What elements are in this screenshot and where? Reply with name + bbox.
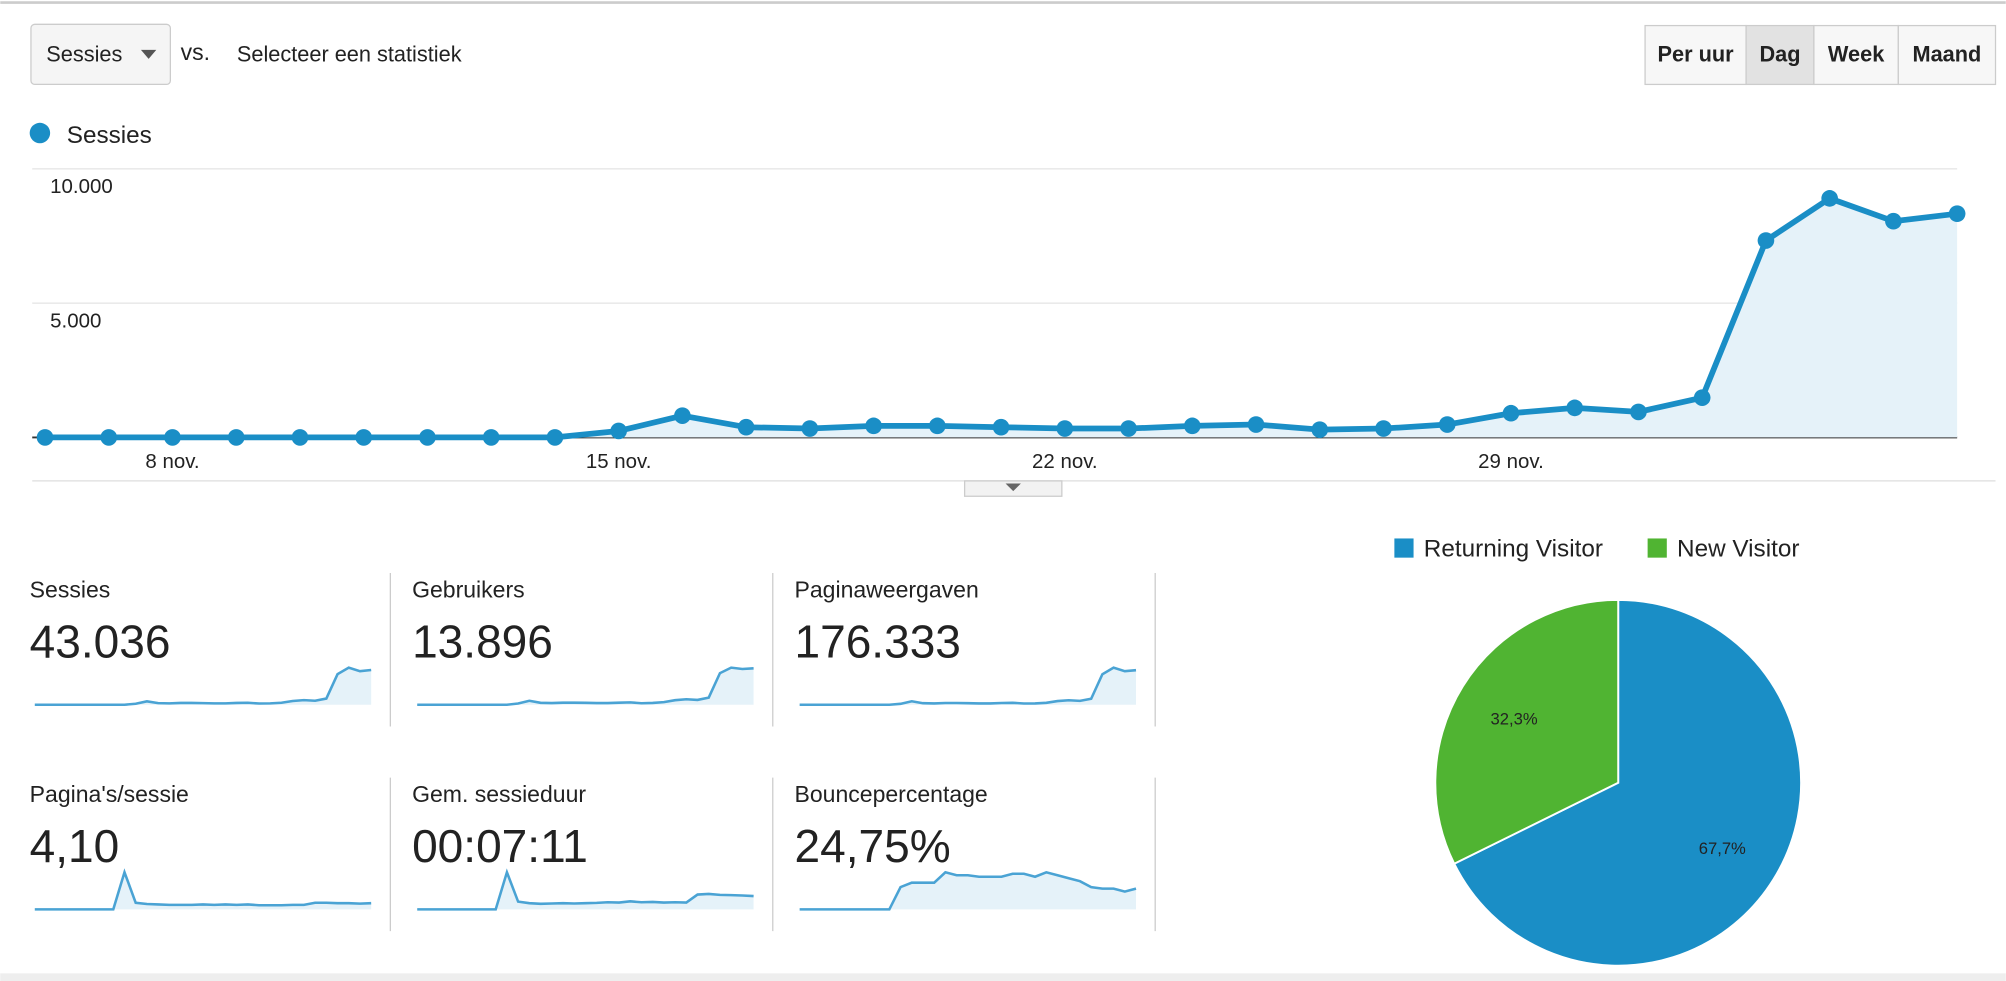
data-point <box>1247 416 1265 433</box>
data-point <box>1375 420 1392 437</box>
data-point <box>1120 420 1137 437</box>
data-point <box>1438 416 1456 433</box>
metric-label: Bouncepercentage <box>795 781 988 807</box>
data-point <box>737 418 755 436</box>
x-tick-label: 15 nov. <box>586 450 652 473</box>
sparkline <box>417 666 754 707</box>
data-point <box>865 417 882 435</box>
data-point <box>610 422 627 440</box>
data-point <box>929 417 946 435</box>
legend-marker <box>1394 538 1414 558</box>
sparkline-area <box>799 872 1137 910</box>
metric-value: 43.036 <box>30 615 171 667</box>
y-tick-label: 10.000 <box>50 175 113 198</box>
collapse-arrow <box>1005 483 1021 492</box>
data-point <box>291 429 309 446</box>
data-point <box>992 418 1010 436</box>
period-button-label[interactable]: Per uur <box>1658 41 1735 66</box>
footer-bar <box>0 973 2006 981</box>
sparkline-area <box>417 667 754 705</box>
dropdown-arrow <box>140 49 157 59</box>
data-point <box>546 429 564 446</box>
data-point <box>419 429 436 446</box>
metric-label: Pagina's/sessie <box>30 781 189 807</box>
sparkline <box>799 870 1137 911</box>
vs-label: vs. <box>181 39 210 65</box>
pie-label: 67,7% <box>1699 839 1746 858</box>
data-point <box>1630 403 1647 421</box>
sparkline-area <box>34 667 372 705</box>
data-point <box>1821 190 1838 207</box>
data-point <box>1566 399 1584 417</box>
data-point <box>100 429 118 446</box>
data-point <box>36 429 54 446</box>
metric-label: Sessies <box>30 576 111 602</box>
y-tick-label: 5.000 <box>50 309 101 332</box>
sparkline-area <box>417 872 754 910</box>
x-tick-label: 8 nov. <box>145 450 199 473</box>
legend-label: Returning Visitor <box>1424 535 1603 562</box>
select-metric-link[interactable]: Selecteer een statistiek <box>237 41 462 66</box>
metric-value: 13.896 <box>412 615 553 667</box>
data-point <box>801 420 819 437</box>
period-button-label[interactable]: Week <box>1828 41 1885 66</box>
data-point <box>1693 389 1711 406</box>
sparkline <box>34 868 372 911</box>
area <box>45 198 1958 438</box>
data-point <box>1885 212 1902 230</box>
x-tick-label: 22 nov. <box>1032 450 1098 473</box>
sparkline-area <box>34 872 372 910</box>
pie-slice <box>1434 598 1620 866</box>
data-point <box>674 407 691 424</box>
sparkline <box>417 868 754 911</box>
pie-label: 32,3% <box>1491 709 1538 728</box>
metric-value: 00:07:11 <box>412 820 588 872</box>
metric-value: 24,75% <box>795 820 951 872</box>
data-point <box>227 429 245 446</box>
metric-value: 176.333 <box>795 615 961 667</box>
legend-label: Sessies <box>67 122 152 149</box>
sparkline <box>799 666 1137 707</box>
metric-dropdown-label[interactable]: Sessies <box>46 41 122 66</box>
metric-value: 4,10 <box>30 820 120 872</box>
metric-label: Paginaweergaven <box>795 576 979 602</box>
metric-dropdown[interactable] <box>30 23 172 86</box>
data-point <box>355 429 373 446</box>
period-button-label[interactable]: Dag <box>1759 41 1800 66</box>
legend-label: New Visitor <box>1677 535 1799 562</box>
data-point <box>164 429 181 446</box>
period-button[interactable] <box>1897 24 1997 86</box>
period-button[interactable] <box>1813 24 1899 86</box>
legend-marker <box>1647 538 1667 558</box>
data-point <box>1056 420 1074 437</box>
x-tick-label: 29 nov. <box>1478 450 1544 473</box>
sparkline-area <box>799 667 1137 705</box>
legend-marker <box>29 122 51 144</box>
line <box>45 195 1958 441</box>
data-point <box>1502 404 1520 422</box>
data-point <box>482 429 500 446</box>
period-button[interactable] <box>1745 24 1815 86</box>
metric-label: Gem. sessieduur <box>412 781 586 807</box>
data-point <box>1183 417 1201 435</box>
metric-label: Gebruikers <box>412 576 525 602</box>
data-point <box>1311 421 1329 438</box>
sparkline <box>34 666 372 707</box>
data-point <box>1948 205 1966 222</box>
data-point <box>1757 232 1775 249</box>
period-button-label[interactable]: Maand <box>1912 41 1981 66</box>
pie-slice <box>1452 598 1803 967</box>
